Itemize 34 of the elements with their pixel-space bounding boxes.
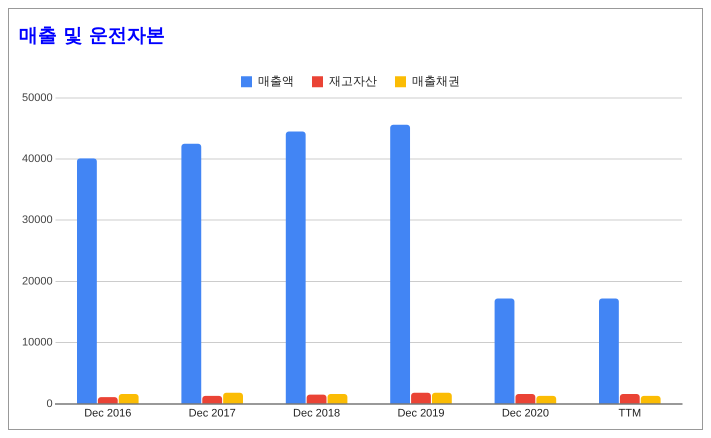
bar <box>202 396 222 404</box>
bar <box>411 392 431 404</box>
bar <box>328 394 348 404</box>
bar <box>223 392 243 404</box>
bar <box>515 394 536 404</box>
bar <box>640 396 661 404</box>
y-tick-label: 10000 <box>22 336 53 349</box>
bar <box>118 394 139 404</box>
bar <box>76 158 97 404</box>
legend-label: 매출액 <box>258 74 294 88</box>
bar <box>620 394 640 404</box>
x-tick-label: Dec 2020 <box>502 407 549 420</box>
x-tick-label: Dec 2018 <box>293 407 340 420</box>
bar <box>432 392 452 404</box>
legend-label: 재고자산 <box>329 74 377 88</box>
bar <box>390 124 410 404</box>
bar <box>306 394 327 404</box>
bar <box>494 298 514 404</box>
y-tick-label: 40000 <box>22 153 53 166</box>
y-tick-label: 20000 <box>22 275 53 288</box>
x-tick-label: TTM <box>618 407 642 420</box>
y-tick-label: 30000 <box>22 214 53 226</box>
x-tick-label: Dec 2019 <box>397 407 445 420</box>
x-tick-label: Dec 2017 <box>188 407 236 420</box>
bar <box>286 131 306 404</box>
bar <box>181 144 202 404</box>
bar <box>536 396 556 404</box>
bar <box>98 397 118 404</box>
legend-label: 매출채권 <box>412 74 460 88</box>
y-tick-label: 50000 <box>22 92 53 104</box>
x-tick-label: Dec 2016 <box>84 407 132 420</box>
y-tick-label: 0 <box>46 398 53 410</box>
chart-title: 매출 및 운전자본 <box>19 24 166 46</box>
bar <box>599 298 619 404</box>
